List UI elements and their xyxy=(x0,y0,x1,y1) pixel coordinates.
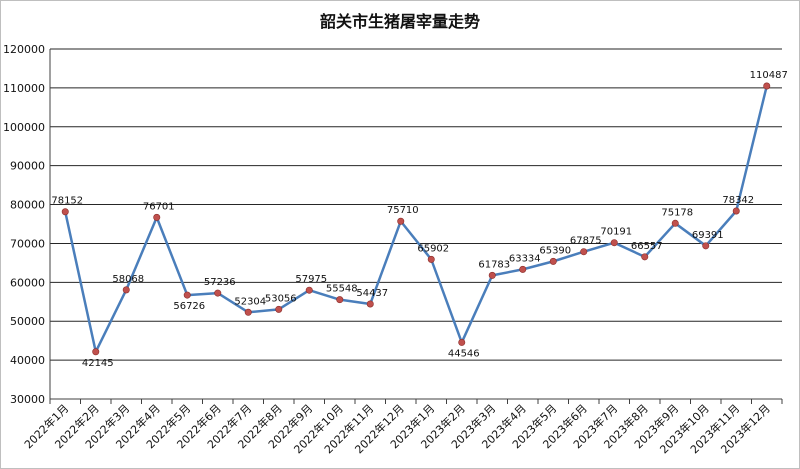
series-line xyxy=(64,85,768,354)
data-point xyxy=(732,207,740,215)
y-tick-label: 60000 xyxy=(10,276,45,289)
data-point xyxy=(122,286,130,294)
data-label: 110487 xyxy=(750,70,788,81)
data-point xyxy=(397,217,405,225)
data-label: 57236 xyxy=(204,277,236,288)
y-tick-label: 100000 xyxy=(3,121,45,134)
data-point xyxy=(549,257,557,265)
data-label: 63334 xyxy=(509,253,541,264)
data-label: 52304 xyxy=(234,296,266,307)
data-label: 66557 xyxy=(631,241,663,252)
data-label: 78342 xyxy=(722,195,754,206)
data-point xyxy=(427,255,435,263)
y-tick-label: 40000 xyxy=(10,354,45,367)
data-label: 75710 xyxy=(387,205,419,216)
y-tick-label: 30000 xyxy=(10,393,45,406)
data-label: 65902 xyxy=(417,243,449,254)
data-point xyxy=(671,219,679,227)
data-point xyxy=(519,265,527,273)
data-point xyxy=(153,213,161,221)
data-label: 65390 xyxy=(539,245,571,256)
data-point xyxy=(244,308,252,316)
data-label: 69391 xyxy=(692,230,724,241)
data-label: 70191 xyxy=(600,227,632,238)
data-label: 54437 xyxy=(356,288,388,299)
data-label: 44546 xyxy=(448,348,480,359)
chart-title: 韶关市生猪屠宰量走势 xyxy=(319,12,480,31)
y-tick-label: 70000 xyxy=(10,237,45,250)
data-label: 42145 xyxy=(82,358,114,369)
data-point xyxy=(61,208,69,216)
data-point xyxy=(305,286,313,294)
data-label: 53056 xyxy=(265,293,297,304)
data-point xyxy=(336,296,344,304)
data-point xyxy=(458,338,466,346)
data-label: 78152 xyxy=(51,196,83,207)
data-label: 58068 xyxy=(112,274,144,285)
data-label: 55548 xyxy=(326,284,358,295)
data-label: 75178 xyxy=(661,207,693,218)
data-point xyxy=(92,348,100,356)
data-point xyxy=(702,242,710,250)
data-point xyxy=(488,271,496,279)
data-label: 67875 xyxy=(570,236,602,247)
y-tick-label: 120000 xyxy=(3,43,45,56)
data-point xyxy=(610,239,618,247)
data-point xyxy=(366,300,374,308)
data-label: 61783 xyxy=(478,259,510,270)
y-tick-label: 90000 xyxy=(10,160,45,173)
data-label: 56726 xyxy=(173,301,205,312)
data-point xyxy=(183,291,191,299)
data-point xyxy=(275,305,283,313)
data-point xyxy=(763,82,771,90)
data-label: 57975 xyxy=(295,274,327,285)
data-point xyxy=(214,289,222,297)
data-point xyxy=(580,248,588,256)
y-tick-label: 80000 xyxy=(10,199,45,212)
y-tick-label: 50000 xyxy=(10,315,45,328)
data-label: 76701 xyxy=(143,201,175,212)
y-tick-label: 110000 xyxy=(3,82,45,95)
data-point xyxy=(641,253,649,261)
